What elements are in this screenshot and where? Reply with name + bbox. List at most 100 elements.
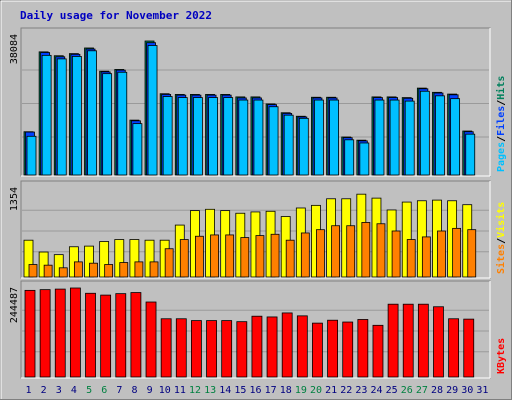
kbytes-bar [357,319,369,378]
visits-bar [84,245,94,278]
kbytes-bar [296,315,308,378]
day-tick-label: 17 [265,385,277,396]
kbytes-bar [251,315,263,378]
day-tick-label: 21 [325,385,337,396]
sites-bar [467,229,477,278]
pages-bar [208,97,218,176]
day-tick-label: 4 [71,385,77,396]
pages-bar [26,135,37,176]
day-tick-label: 31 [476,385,488,396]
sites-bar [104,264,114,278]
day-tick-label: 18 [280,385,292,396]
pages-bar [223,97,234,176]
visits-ytick-label: 1354 [9,187,20,211]
kbytes-bar [85,292,96,378]
sites-bar [376,223,386,278]
pages-bar [253,99,264,176]
legend-separator: / [496,238,507,244]
day-tick-label: 30 [461,385,473,396]
day-tick-label: 9 [147,385,153,396]
kbytes-legend: KBytes [496,338,507,374]
kbytes-bar [221,320,233,378]
day-tick-label: 28 [431,385,443,396]
sites-bar [43,264,53,278]
sites-bar [391,230,401,278]
pages-bar [435,95,445,176]
pages-bar [268,106,279,176]
visits-bar [129,239,140,278]
legend-kbytes: KBytes [496,338,507,374]
kbytes-bar [387,303,399,378]
legend-visits: Visits [495,202,507,238]
sites-bar [437,230,446,278]
hits-ytick-label: 38084 [9,34,20,64]
day-tick-label: 20 [310,385,322,396]
sites-bar [89,262,98,278]
sites-bar [149,261,159,278]
kbytes-ytick-label: 244487 [9,287,20,323]
legend-separator: / [496,100,507,106]
day-tick-label: 19 [295,385,307,396]
kbytes-bar [433,306,444,378]
kbytes-bar [266,316,278,378]
legend-hits: Hits [495,76,507,100]
kbytes-bar [448,318,460,378]
pages-bar [87,50,97,176]
kbytes-bar [175,318,187,378]
visits-bar [53,254,64,278]
legend-sites: Sites [495,244,507,274]
pages-bar [389,99,400,176]
pages-bar [132,123,143,176]
kbytes-bar [206,320,217,378]
day-tick-label: 15 [234,385,246,396]
sites-bar [316,229,325,278]
kbytes-bar [115,293,127,378]
legend-pages: Pages [496,142,507,172]
visits-bar [38,251,49,278]
day-tick-label: 23 [355,385,367,396]
kbytes-bar [342,321,354,378]
sites-bar [285,239,295,278]
kbytes-bar [463,318,475,378]
day-tick-label: 10 [159,385,171,396]
kbytes-bar [130,292,142,378]
hits-legend: Pages/Files/Hits [495,76,507,172]
sites-bar [73,261,83,278]
kbytes-bar [24,289,36,378]
day-tick-label: 2 [41,385,47,396]
day-tick-label: 26 [401,385,413,396]
day-tick-label: 27 [416,385,428,396]
pages-bar [283,114,294,176]
pages-bar [344,139,355,176]
day-tick-label: 3 [56,385,62,396]
kbytes-bar [145,301,157,378]
sites-bar [255,235,265,278]
day-tick-label: 16 [249,385,261,396]
day-tick-label: 13 [204,385,216,396]
pages-bar [329,99,339,176]
pages-bar [374,99,385,176]
sites-bar [361,222,371,278]
visits-bar [99,241,110,278]
pages-bar [56,58,67,176]
day-tick-label: 24 [371,385,383,396]
pages-bar [147,45,158,176]
pages-bar [238,99,249,176]
day-tick-label: 12 [189,385,201,396]
pages-bar [41,54,52,176]
kbytes-bar [69,287,81,378]
sites-bar [164,248,174,278]
kbytes-bar [327,319,338,378]
day-tick-label: 29 [446,385,458,396]
visits-bar [114,239,125,278]
legend-files: Files [495,106,507,136]
sites-bar [300,232,310,278]
day-tick-label: 6 [101,385,107,396]
pages-bar [419,90,430,176]
sites-bar [240,237,250,278]
visits-bar [23,239,34,278]
chart-title: Daily usage for November 2022 [20,9,212,22]
day-tick-label: 14 [219,385,231,396]
pages-bar [193,97,203,176]
sites-bar [195,235,204,278]
